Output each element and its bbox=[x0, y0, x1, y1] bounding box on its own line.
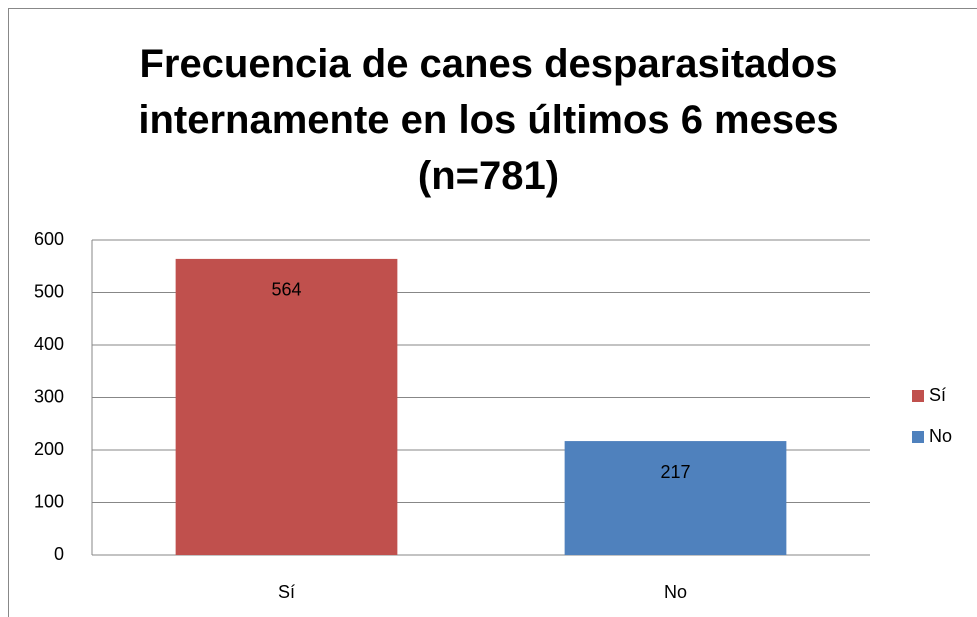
y-tick-label: 600 bbox=[34, 229, 64, 249]
legend-label: No bbox=[929, 426, 952, 446]
y-tick-label: 500 bbox=[34, 281, 64, 301]
y-tick-label: 200 bbox=[34, 439, 64, 459]
y-tick-label: 100 bbox=[34, 491, 64, 511]
chart-title: Frecuencia de canes desparasitados inter… bbox=[138, 42, 839, 198]
y-tick-label: 300 bbox=[34, 386, 64, 406]
bar bbox=[175, 258, 398, 555]
x-tick-label: No bbox=[664, 582, 687, 602]
legend-swatch bbox=[912, 390, 924, 402]
y-tick-label: 400 bbox=[34, 334, 64, 354]
bar bbox=[564, 441, 787, 555]
chart-frame bbox=[8, 8, 977, 617]
legend-label: Sí bbox=[929, 385, 946, 405]
legend-swatch bbox=[912, 431, 924, 443]
y-tick-label: 0 bbox=[54, 544, 64, 564]
x-tick-label: Sí bbox=[278, 582, 295, 602]
data-label: 217 bbox=[660, 462, 690, 482]
data-label: 564 bbox=[271, 280, 301, 300]
